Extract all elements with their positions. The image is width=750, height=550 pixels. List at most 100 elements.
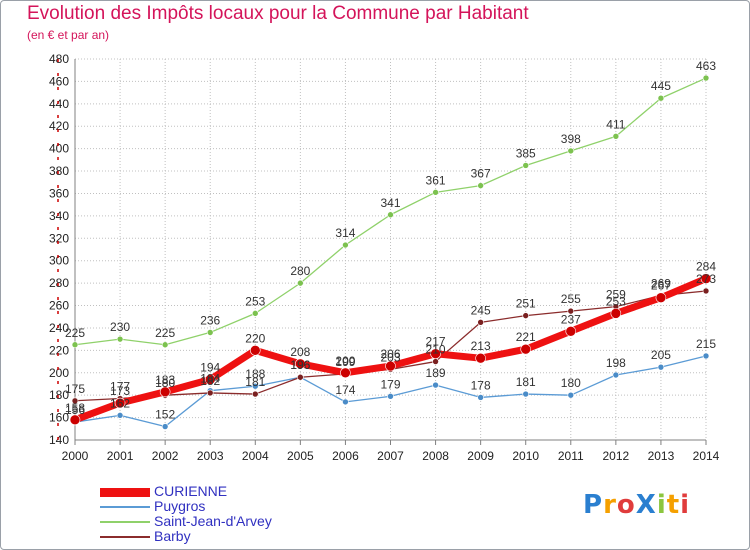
data-label: 385 — [516, 146, 536, 160]
data-label: 182 — [200, 374, 220, 388]
y-tick-label: 360 — [49, 186, 69, 200]
y-tick-label: 380 — [49, 164, 69, 178]
data-point — [71, 397, 79, 405]
data-label: 253 — [245, 294, 265, 308]
data-label: 173 — [110, 384, 130, 398]
data-label: 445 — [651, 79, 671, 93]
data-label: 174 — [335, 383, 355, 397]
data-point — [612, 133, 620, 140]
data-label: 200 — [335, 354, 355, 368]
data-label: 203 — [380, 350, 400, 364]
legend-swatch — [100, 536, 150, 538]
x-tick-label: 2010 — [512, 449, 539, 463]
legend-label: CURIENNE — [154, 483, 228, 499]
legend-swatch — [100, 506, 150, 508]
data-label: 237 — [561, 312, 581, 326]
data-point — [475, 352, 486, 364]
data-label: 245 — [471, 303, 491, 317]
x-tick-label: 2011 — [558, 449, 584, 463]
y-tick-label: 320 — [49, 231, 69, 245]
data-point — [657, 363, 665, 371]
data-label: 178 — [471, 378, 491, 392]
data-point — [702, 352, 710, 360]
y-tick-label: 220 — [49, 343, 69, 357]
data-point — [702, 287, 710, 295]
data-label: 206 — [380, 347, 400, 361]
logo-letter: i — [656, 490, 667, 520]
x-tick-label: 2005 — [287, 449, 314, 463]
data-label: 177 — [110, 380, 130, 394]
data-point — [612, 371, 620, 379]
data-label: 196 — [290, 358, 310, 372]
x-tick-label: 2006 — [332, 449, 359, 463]
data-point — [161, 423, 169, 430]
data-point — [432, 358, 439, 365]
data-point — [522, 162, 530, 169]
data-label: 267 — [651, 279, 671, 293]
data-point — [206, 329, 214, 336]
data-label: 199 — [335, 355, 355, 369]
data-point — [430, 348, 441, 360]
data-label: 188 — [245, 367, 265, 381]
y-tick-label: 260 — [49, 299, 69, 313]
legend-label: Barby — [154, 528, 191, 544]
y-tick-label: 420 — [49, 119, 69, 133]
proxiti-logo: ProXiti — [583, 490, 690, 520]
data-label: 175 — [65, 382, 85, 396]
data-point — [477, 319, 484, 326]
data-point — [114, 397, 126, 409]
data-label: 184 — [200, 372, 220, 386]
data-label: 208 — [290, 345, 310, 359]
data-label: 183 — [155, 373, 175, 387]
x-tick-label: 2013 — [648, 449, 675, 463]
y-tick-label: 160 — [49, 411, 69, 425]
data-label: 189 — [426, 366, 446, 380]
data-label: 152 — [155, 408, 175, 422]
data-point — [522, 312, 530, 319]
data-label: 180 — [561, 376, 581, 390]
y-tick-label: 440 — [49, 97, 69, 111]
data-point — [567, 307, 575, 315]
data-label: 225 — [155, 326, 175, 340]
data-label: 220 — [245, 331, 265, 345]
data-point — [565, 326, 577, 337]
data-point — [251, 382, 259, 390]
data-label: 198 — [606, 356, 626, 370]
y-tick-label: 180 — [49, 388, 69, 402]
data-label: 225 — [65, 326, 85, 340]
data-point — [477, 394, 484, 401]
logo-letter: i — [680, 490, 691, 520]
x-tick-label: 2008 — [422, 449, 449, 463]
data-label: 361 — [426, 173, 446, 187]
legend-swatch — [100, 488, 150, 497]
data-point — [71, 341, 79, 349]
data-label: 259 — [606, 288, 626, 302]
data-point — [567, 391, 575, 399]
data-label: 255 — [561, 292, 581, 306]
data-label: 341 — [380, 196, 400, 210]
data-label: 280 — [290, 264, 310, 278]
data-label: 217 — [426, 335, 446, 349]
data-label: 314 — [335, 226, 355, 240]
data-point — [159, 386, 171, 398]
data-point — [206, 389, 214, 397]
data-label: 284 — [696, 260, 716, 274]
data-label: 411 — [606, 117, 625, 131]
y-tick-label: 200 — [49, 366, 69, 380]
y-tick-label: 240 — [49, 321, 69, 335]
data-point — [477, 182, 484, 189]
data-label: 230 — [110, 320, 130, 334]
data-point — [567, 147, 575, 155]
data-point — [342, 241, 349, 249]
logo-letter: o — [616, 490, 636, 520]
data-point — [702, 74, 710, 82]
data-point — [387, 211, 394, 219]
data-point — [657, 94, 665, 102]
data-label: 158 — [65, 401, 85, 415]
data-label: 156 — [65, 403, 85, 417]
y-tick-label: 400 — [49, 142, 69, 156]
legend-label: Saint-Jean-d'Arvey — [154, 513, 272, 529]
data-label: 273 — [696, 272, 716, 286]
data-label: 236 — [200, 313, 220, 327]
